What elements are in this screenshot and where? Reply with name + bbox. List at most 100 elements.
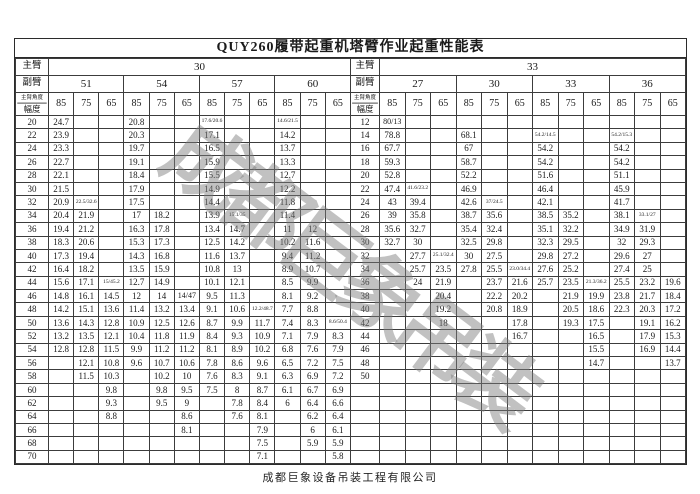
- capacity-cell: 29.3: [634, 235, 661, 250]
- capacity-cell: 9.6: [249, 356, 276, 371]
- capacity-cell: 41.7: [608, 195, 635, 210]
- capacity-cell: [379, 422, 406, 438]
- capacity-cell: [532, 369, 559, 384]
- capacity-cell: [430, 141, 457, 157]
- capacity-cell: [249, 181, 276, 197]
- capacity-cell: 42.1: [532, 195, 559, 210]
- capacity-cell: 8.1: [173, 422, 200, 438]
- capacity-cell: 16.3: [123, 222, 150, 237]
- capacity-cell: [173, 275, 200, 291]
- capacity-cell: 6.9: [299, 369, 326, 384]
- capacity-cell: [659, 396, 686, 411]
- capacity-cell: [379, 275, 406, 291]
- capacity-cell: [557, 329, 584, 344]
- radius-cell: 62: [15, 396, 49, 411]
- table-row: 66 8.1 7.9 6 6.1: [15, 422, 352, 438]
- boom-angle-label: 主臂角度: [352, 94, 378, 104]
- capacity-cell: [73, 422, 100, 438]
- table-row: 60 9.8 9.8 9.5 7.5 8 8.7 6.1 6.7 6.9: [15, 382, 352, 398]
- capacity-cell: [249, 155, 276, 170]
- capacity-cell: [98, 128, 125, 143]
- table-row: 36 19.4 21.2 16.3 17.8 13.4 14.7 11 12: [15, 222, 352, 237]
- capacity-cell: 7.9: [249, 422, 276, 438]
- table-row: 64 8.8 8.6 7.6 8.1 6.2 6.4: [15, 409, 352, 424]
- capacity-cell: [455, 315, 482, 331]
- capacity-cell: 8.1: [249, 409, 276, 424]
- capacity-cell: [224, 114, 251, 130]
- capacity-cell: [73, 114, 100, 130]
- radius-cell: 36: [15, 222, 49, 237]
- capacity-cell: 25.5: [481, 262, 508, 277]
- capacity-cell: [506, 128, 533, 143]
- capacity-cell: [379, 436, 406, 451]
- capacity-cell: [506, 114, 533, 130]
- capacity-cell: 8.3: [299, 315, 326, 331]
- capacity-cell: [404, 356, 431, 371]
- capacity-cell: 15.3: [123, 235, 150, 250]
- capacity-cell: 7.5: [198, 382, 226, 398]
- capacity-cell: [634, 422, 661, 438]
- capacity-cell: [608, 369, 635, 384]
- capacity-cell: [634, 369, 661, 384]
- capacity-cell: 29.8: [532, 248, 559, 264]
- radius-cell: 52: [15, 329, 49, 344]
- capacity-cell: 13.5: [123, 262, 150, 277]
- table-row: 52 13.2 13.5 12.1 10.4 11.8 11.9 8.4 9.3 10.9 7.1 7…: [15, 329, 352, 344]
- capacity-cell: [532, 409, 559, 424]
- capacity-cell: 11.8: [148, 329, 175, 344]
- capacity-cell: [481, 141, 508, 157]
- capacity-cell: [481, 409, 508, 424]
- capacity-cell: 8.8: [98, 409, 125, 424]
- capacity-cell: 27.5: [481, 248, 508, 264]
- capacity-cell: [249, 248, 276, 264]
- capacity-cell: 11.6: [198, 248, 226, 264]
- boom-angle-value: 85: [379, 92, 406, 116]
- capacity-cell: [430, 155, 457, 170]
- capacity-cell: 35.6: [379, 222, 406, 237]
- capacity-cell: [173, 141, 200, 157]
- radius-cell: [350, 449, 380, 465]
- capacity-cell: 11.4: [274, 208, 301, 224]
- capacity-cell: 29.6: [608, 248, 635, 264]
- capacity-cell: 17.2: [659, 302, 686, 317]
- capacity-cell: [557, 195, 584, 210]
- table-row: 42 18 17.8 19.3 17.5 19.1 16.2: [350, 315, 686, 331]
- capacity-cell: 11: [274, 222, 301, 237]
- capacity-cell: [249, 128, 276, 143]
- capacity-cell: [404, 168, 431, 183]
- capacity-cell: 35.6: [481, 208, 508, 224]
- capacity-cell: 38.7: [455, 208, 482, 224]
- capacity-cell: [506, 181, 533, 197]
- capacity-cell: 14.5: [98, 289, 125, 304]
- capacity-cell: 17.8: [148, 222, 175, 237]
- capacity-cell: 7.2: [324, 369, 352, 384]
- radius-label: 幅度: [356, 104, 374, 114]
- capacity-cell: [324, 128, 352, 143]
- radius-cell: 38: [350, 289, 380, 304]
- capacity-cell: [583, 168, 610, 183]
- capacity-cell: [47, 396, 75, 411]
- capacity-cell: [532, 396, 559, 411]
- capacity-cell: 6.9: [324, 382, 352, 398]
- capacity-cell: [98, 222, 125, 237]
- capacity-cell: [274, 422, 301, 438]
- capacity-cell: 6.5: [274, 356, 301, 371]
- capacity-cell: [506, 396, 533, 411]
- capacity-cell: [634, 396, 661, 411]
- capacity-cell: 27.2: [557, 248, 584, 264]
- capacity-cell: [73, 141, 100, 157]
- capacity-cell: 32.2: [557, 222, 584, 237]
- table-row: 50: [350, 369, 686, 384]
- capacity-cell: 15.5: [198, 168, 226, 183]
- capacity-cell: 21.5: [47, 181, 75, 197]
- table-row: 28 22.1 18.4 15.5 12.7: [15, 168, 352, 183]
- capacity-cell: [455, 369, 482, 384]
- boom-angle-value: 85: [198, 92, 226, 116]
- capacity-cell: [659, 195, 686, 210]
- capacity-cell: 16.8: [148, 248, 175, 264]
- capacity-cell: [173, 208, 200, 224]
- jib-length-value: 51: [47, 75, 125, 93]
- capacity-cell: [73, 128, 100, 143]
- capacity-cell: 24.7: [47, 114, 75, 130]
- capacity-cell: [404, 449, 431, 465]
